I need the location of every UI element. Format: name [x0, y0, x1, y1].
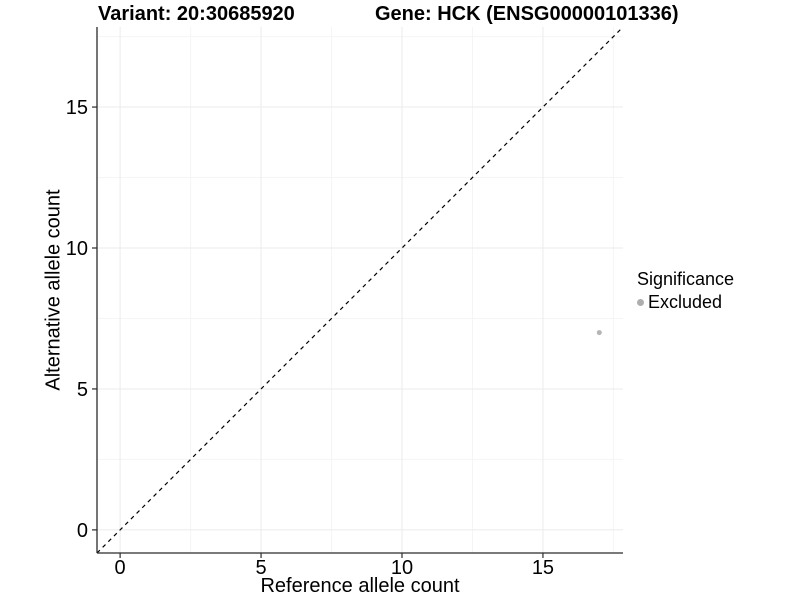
- plot-title-gene: Gene: HCK (ENSG00000101336): [375, 3, 679, 25]
- x-axis-tick-label: 10: [391, 557, 413, 579]
- data-point: [596, 330, 602, 336]
- legend-title: Significance: [637, 269, 735, 289]
- y-axis-tick-label: 5: [77, 379, 88, 401]
- x-axis-title: Reference allele count: [260, 575, 460, 597]
- x-axis-tick-label: 5: [255, 557, 266, 579]
- y-axis-tick-label: 10: [66, 238, 88, 260]
- legend-key-dot-icon: [637, 299, 644, 306]
- y-axis-title: Alternative allele count: [42, 189, 65, 391]
- x-axis-tick-label: 0: [115, 557, 126, 579]
- legend-item-label: Excluded: [648, 292, 723, 312]
- identity-dashed-line: [96, 26, 624, 554]
- plot-title-variant: Variant: 20:30685920: [98, 3, 295, 25]
- x-axis-tick-label: 15: [532, 557, 554, 579]
- y-axis-tick-label: 0: [77, 520, 88, 542]
- legend-item-excluded: Excluded: [637, 293, 734, 312]
- y-axis-tick-label: 15: [66, 97, 88, 119]
- legend: Significance Excluded: [637, 270, 734, 312]
